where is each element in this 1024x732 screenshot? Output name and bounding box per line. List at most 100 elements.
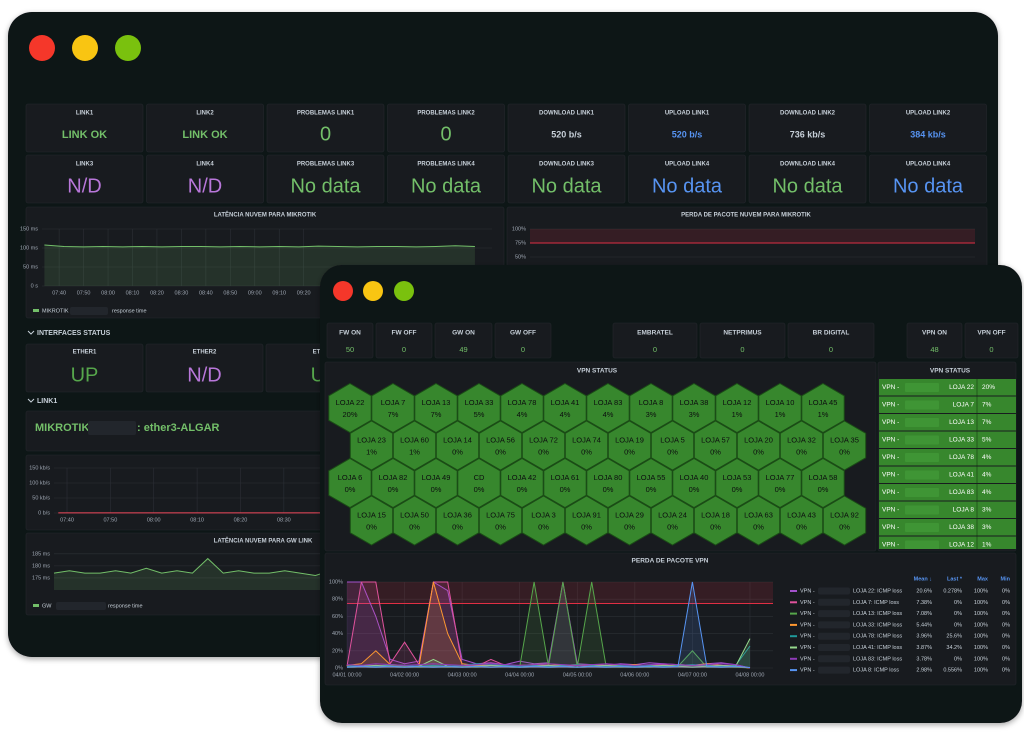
x-tick-label: 08:20: [150, 290, 164, 296]
redacted: [818, 621, 850, 629]
legend-stat: 3.96%: [916, 634, 932, 640]
minimize-button[interactable]: [72, 35, 98, 61]
host-name: MIKROTIK: [35, 422, 89, 434]
hex-cell: [672, 382, 716, 434]
hex-label: LOJA 6: [338, 473, 363, 482]
table-prefix: VPN -: [882, 437, 899, 444]
hex-value: 0%: [581, 522, 592, 531]
redacted: [905, 400, 939, 410]
table-prefix: VPN -: [882, 454, 899, 461]
panel-title: VPN STATUS: [930, 368, 971, 375]
stat-title: BR DIGITAL: [813, 330, 850, 337]
stat-title: UPLOAD LINK2: [906, 111, 951, 117]
redacted: [905, 488, 939, 497]
chart-title: LATÊNCIA NUVEM PARA GW LINK: [214, 537, 313, 545]
hex-value: 1%: [366, 447, 377, 456]
close-button[interactable]: [29, 35, 55, 61]
stat-value: No data: [652, 175, 723, 197]
hex-value: 0%: [560, 485, 571, 494]
hex-value: 0%: [538, 447, 549, 456]
chart-title: PERDA DE PACOTE VPN: [632, 558, 709, 565]
panel: [787, 322, 875, 359]
hex-cell: [693, 495, 738, 546]
legend-label: MIKROTIK: [42, 308, 69, 314]
y-tick-label: 100%: [512, 226, 526, 232]
hex-cell: [349, 495, 394, 546]
legend-header: Max: [977, 576, 989, 582]
x-tick-label: 08:10: [190, 517, 204, 523]
x-tick-label: 09:10: [272, 290, 286, 296]
series-area: [347, 582, 750, 668]
collapse-icon[interactable]: [27, 330, 35, 335]
hex-cell: [650, 420, 695, 471]
hex-label: LOJA 50: [400, 510, 429, 519]
stat-title: ETHER2: [193, 350, 217, 356]
table-cell: [879, 484, 1016, 501]
redacted: [905, 523, 939, 532]
hex-value: 1%: [775, 410, 786, 419]
redacted: [818, 610, 850, 618]
table-label: LOJA 22: [949, 384, 974, 391]
hex-cell: [392, 495, 437, 546]
stat-title: LINK2: [196, 111, 214, 117]
panel: [146, 103, 264, 153]
stat-title: FW OFF: [392, 330, 417, 337]
panel: [748, 154, 867, 204]
hex-value: 0%: [517, 485, 528, 494]
redacted: [818, 632, 850, 640]
panel-title: VPN STATUS: [577, 368, 618, 375]
hex-cell: [629, 382, 673, 434]
stat-title: NETPRIMUS: [723, 330, 762, 337]
stat-title: UPLOAD LINK4: [906, 162, 951, 168]
x-tick-label: 07:50: [77, 290, 91, 296]
hex-label: LOJA 40: [680, 473, 709, 482]
legend-prefix: VPN -: [800, 588, 815, 594]
close-button[interactable]: [333, 281, 353, 301]
redacted: [905, 540, 939, 549]
y-tick-label: 75%: [515, 240, 526, 246]
table-prefix: VPN -: [882, 384, 899, 391]
maximize-button[interactable]: [115, 35, 141, 61]
table-value: 3%: [982, 507, 992, 514]
redacted: [905, 470, 939, 480]
stat-title: DOWNLOAD LINK2: [780, 111, 836, 117]
y-tick-label: 40%: [332, 631, 343, 637]
redacted: [905, 435, 939, 445]
hex-label: LOJA 8: [639, 398, 664, 407]
hex-value: 7%: [388, 410, 399, 419]
minimize-button[interactable]: [363, 281, 383, 301]
x-tick-label: 09:00: [248, 290, 262, 296]
legend-prefix: VPN -: [800, 656, 815, 662]
legend-prefix: VPN -: [800, 622, 815, 628]
hex-label: LOJA 3: [531, 510, 556, 519]
legend-stat: 7.38%: [916, 600, 932, 606]
legend-stat: 0%: [1002, 622, 1010, 628]
hex-cell: [500, 457, 544, 509]
stat-title: GW ON: [452, 330, 475, 337]
hex-value: 0%: [452, 447, 463, 456]
hex-value: 0%: [452, 522, 463, 531]
stat-value: 736 kb/s: [790, 129, 826, 139]
legend-stat: 3.87%: [916, 645, 932, 651]
x-tick-label: 08:10: [126, 290, 140, 296]
redacted: [818, 598, 850, 606]
legend-stat: 0%: [954, 656, 962, 662]
panel: [25, 103, 144, 153]
x-tick-label: 08:30: [175, 290, 189, 296]
x-tick-label: 04/02 00:00: [390, 672, 419, 678]
hex-label: LOJA 49: [422, 473, 451, 482]
legend-stat: 100%: [974, 588, 988, 594]
legend-stat: 34.2%: [946, 645, 962, 651]
hex-label: LOJA 61: [551, 473, 580, 482]
hex-cell: [414, 457, 458, 509]
hex-label: LOJA 14: [443, 435, 472, 444]
legend-stat: 0%: [1002, 634, 1010, 640]
maximize-button[interactable]: [394, 281, 414, 301]
table-label: LOJA 33: [949, 437, 974, 444]
collapse-icon[interactable]: [27, 398, 35, 403]
hex-value: 0%: [603, 485, 614, 494]
redacted: [818, 666, 850, 674]
hex-label: LOJA 5: [660, 435, 685, 444]
